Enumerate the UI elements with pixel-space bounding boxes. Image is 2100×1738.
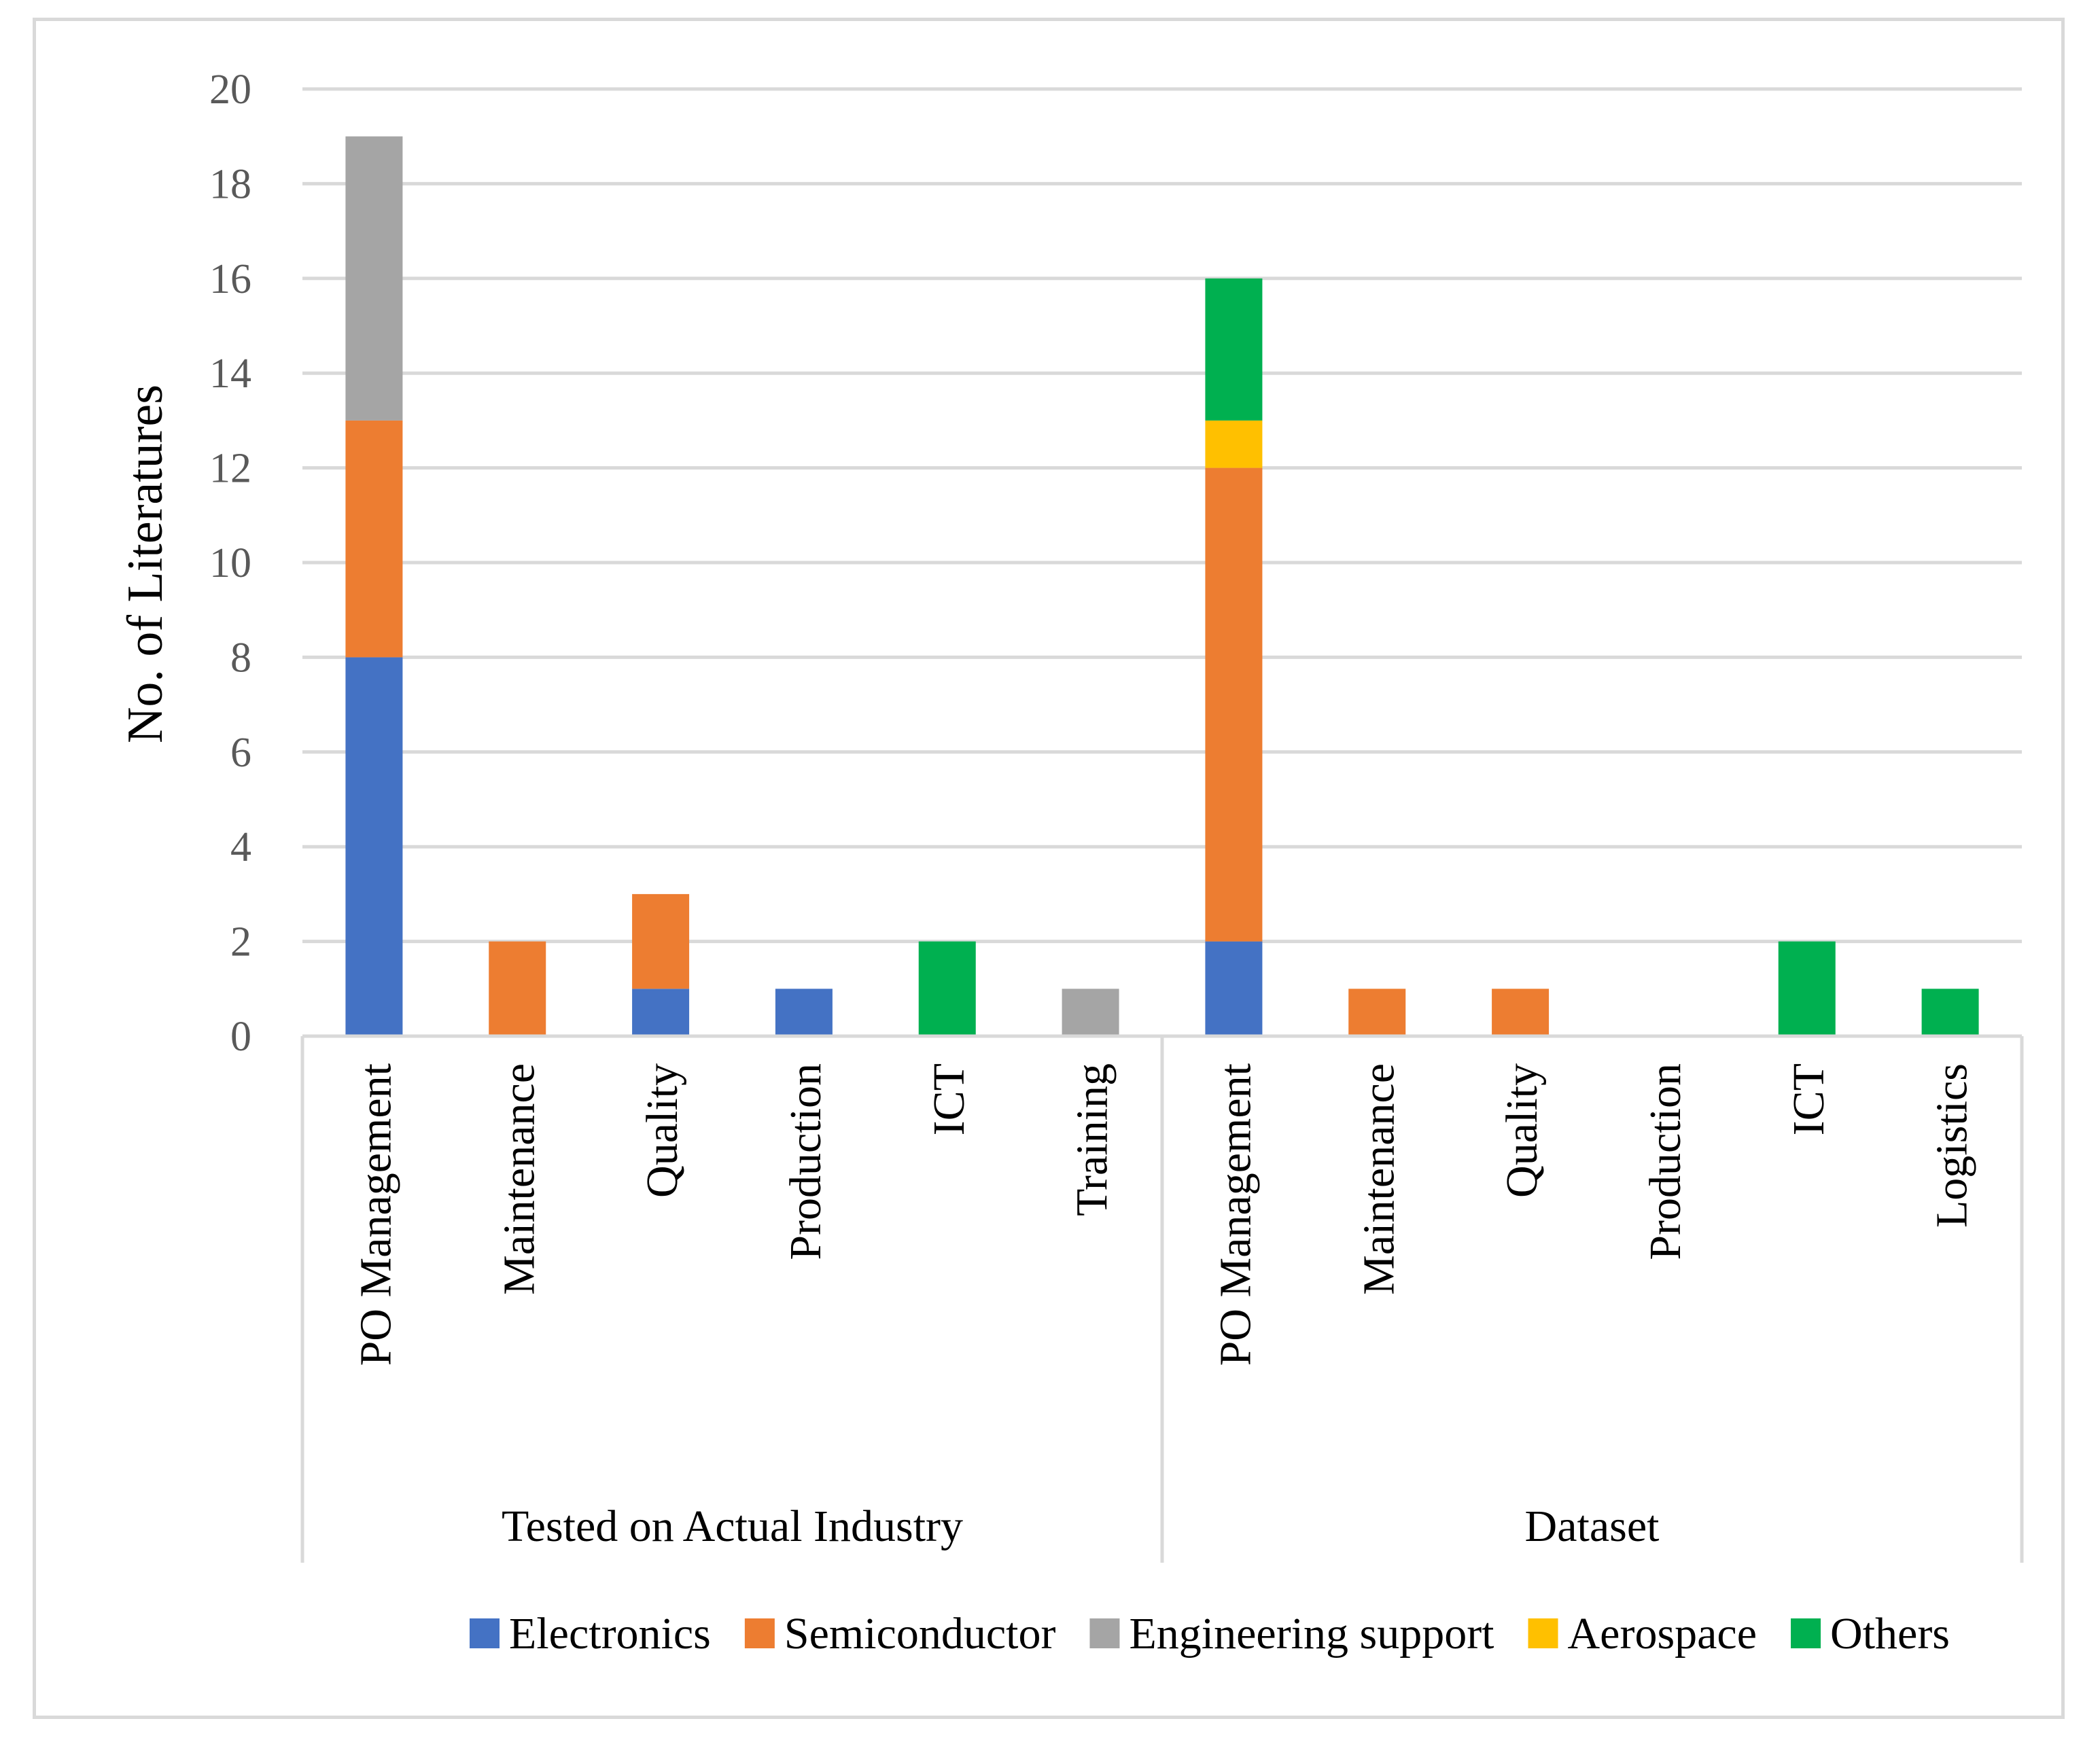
legend-label: Semiconductor — [784, 1609, 1056, 1659]
legend-label: Aerospace — [1568, 1609, 1757, 1659]
category-label: Production — [1641, 1063, 1690, 1260]
legend-label: Others — [1830, 1609, 1950, 1659]
y-tick-label: 0 — [230, 1014, 251, 1060]
bar-segment-others — [1205, 278, 1263, 421]
y-tick-label: 8 — [230, 635, 251, 681]
bar-segment-semiconductor — [489, 941, 546, 1036]
y-tick-label: 16 — [209, 256, 251, 302]
bars — [345, 136, 1979, 1036]
gridlines — [302, 87, 2022, 944]
category-label: ICT — [1784, 1063, 1834, 1135]
bar-segment-electronics — [1205, 941, 1263, 1036]
legend-swatch-semiconductor — [744, 1618, 775, 1648]
legend: Electronics Semiconductor Engineering supp… — [470, 1609, 1950, 1659]
y-tick-label: 2 — [230, 919, 251, 965]
bar-segment-engineering-support — [1062, 989, 1119, 1036]
legend-label: Electronics — [509, 1609, 711, 1659]
bar-segment-others — [918, 941, 976, 1036]
category-label: Logistics — [1927, 1063, 1977, 1228]
category-label: Quality — [637, 1063, 687, 1198]
category-label: Maintenance — [494, 1063, 544, 1295]
category-label: Training — [1068, 1063, 1117, 1216]
group-label: Tested on Actual Industry — [502, 1502, 963, 1551]
bar-segment-others — [1921, 989, 1979, 1036]
bar-segment-electronics — [345, 657, 403, 1036]
y-axis-title: No. of Literatures — [118, 385, 173, 743]
labels: No. of Literatures 0 2 4 6 8 10 12 14 16 18 20 PO M… — [118, 67, 1977, 1551]
bar-segment-semiconductor — [1205, 467, 1263, 942]
y-tick-label: 14 — [209, 351, 251, 397]
bar-segment-semiconductor — [1348, 989, 1406, 1036]
y-tick-label: 20 — [209, 67, 251, 113]
y-tick-label: 12 — [209, 446, 251, 492]
group-label: Dataset — [1525, 1502, 1660, 1551]
category-label: PO Management — [1210, 1063, 1260, 1366]
category-label: Production — [781, 1063, 830, 1260]
bar-segment-engineering-support — [345, 136, 403, 421]
category-label: Quality — [1497, 1063, 1547, 1198]
y-tick-label: 10 — [209, 540, 251, 586]
bar-segment-semiconductor — [632, 893, 690, 989]
legend-swatch-aerospace — [1528, 1618, 1558, 1648]
bar-segment-aerospace — [1205, 420, 1263, 468]
legend-label: Engineering support — [1129, 1609, 1494, 1659]
axes — [300, 1034, 2024, 1563]
bar-segment-electronics — [632, 989, 690, 1036]
category-label: Maintenance — [1354, 1063, 1403, 1295]
legend-swatch-electronics — [470, 1618, 500, 1648]
bar-segment-electronics — [775, 989, 833, 1036]
y-tick-label: 18 — [209, 161, 251, 207]
y-tick-label: 6 — [230, 730, 251, 776]
category-label: ICT — [924, 1063, 974, 1135]
bar-segment-semiconductor — [345, 420, 403, 658]
category-label: PO Management — [351, 1063, 400, 1366]
legend-swatch-engineering-support — [1089, 1618, 1120, 1648]
bar-segment-semiconductor — [1492, 989, 1550, 1036]
legend-swatch-others — [1791, 1618, 1821, 1648]
bar-segment-others — [1778, 941, 1836, 1036]
y-tick-label: 4 — [230, 824, 251, 870]
